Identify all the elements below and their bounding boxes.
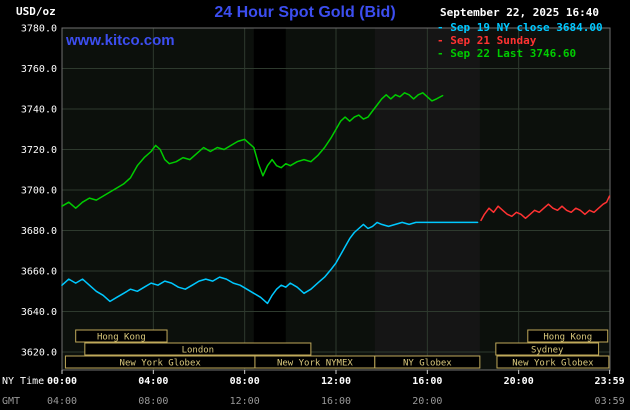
session-box-label: London (182, 346, 215, 356)
x-axis-label-ny: 08:00 (230, 376, 260, 387)
session-box (496, 355, 610, 369)
kitco-link[interactable]: www.kitco.com (66, 32, 175, 49)
session-box (527, 329, 609, 343)
y-axis-label: 3740.0 (21, 105, 57, 116)
session-box-label: New York Globex (120, 359, 202, 369)
series-line-sep22 (61, 92, 444, 209)
y-axis-label: 3660.0 (21, 267, 57, 278)
x-axis-label-ny: 12:00 (321, 376, 351, 387)
legend-item-sep21: - Sep 21 Sunday (437, 34, 537, 47)
session-box (495, 342, 600, 356)
x-axis-label-gmt: 03:59 (595, 396, 625, 407)
ny-time-axis-caption: NY Time (2, 376, 44, 387)
session-box-label: New York Globex (512, 359, 594, 369)
y-axis-label: 3620.0 (21, 348, 57, 359)
legend-item-sep22: - Sep 22 Last 3746.60 (437, 47, 577, 60)
legend: - Sep 19 NY close 3684.00 - Sep 21 Sunda… (437, 21, 603, 60)
series-line-sep21 (480, 195, 611, 222)
session-box (84, 342, 312, 356)
gmt-axis-caption: GMT (2, 396, 20, 407)
datetime-label: September 22, 2025 16:40 (440, 6, 599, 19)
plot-band (253, 28, 286, 370)
legend-item-sep19: - Sep 19 NY close 3684.00 (437, 21, 603, 34)
session-box-label: NY Globex (403, 359, 452, 369)
x-axis-label-ny: 23:59 (595, 376, 625, 387)
chart-title: 24 Hour Spot Gold (Bid) (214, 4, 396, 21)
y-axis-label: 3680.0 (21, 226, 57, 237)
session-box-label: Hong Kong (543, 333, 592, 343)
x-axis-label-ny: 20:00 (504, 376, 534, 387)
y-axis-label: 3760.0 (21, 64, 57, 75)
y-axis-label: 3720.0 (21, 145, 57, 156)
x-axis-label-gmt: 08:00 (138, 396, 168, 407)
unit-label: USD/oz (16, 5, 56, 18)
y-axis-label: 3700.0 (21, 186, 57, 197)
session-box-label: Hong Kong (97, 333, 146, 343)
x-axis-label-gmt: 16:00 (321, 396, 351, 407)
x-axis-label-ny: 16:00 (412, 376, 442, 387)
x-axis-label-ny: 00:00 (47, 376, 77, 387)
session-box-label: Sydney (531, 346, 564, 356)
session-box (75, 329, 168, 343)
x-axis-label-ny: 04:00 (138, 376, 168, 387)
x-axis-label-gmt: 12:00 (230, 396, 260, 407)
session-box (374, 355, 481, 369)
x-axis-label-gmt: 20:00 (412, 396, 442, 407)
session-box-label: New York NYMEX (277, 359, 353, 369)
y-axis-label: 3780.0 (21, 24, 57, 35)
series-line-sep19 (61, 221, 479, 305)
x-axis-label-gmt: 04:00 (47, 396, 77, 407)
y-axis-label: 3640.0 (21, 307, 57, 318)
